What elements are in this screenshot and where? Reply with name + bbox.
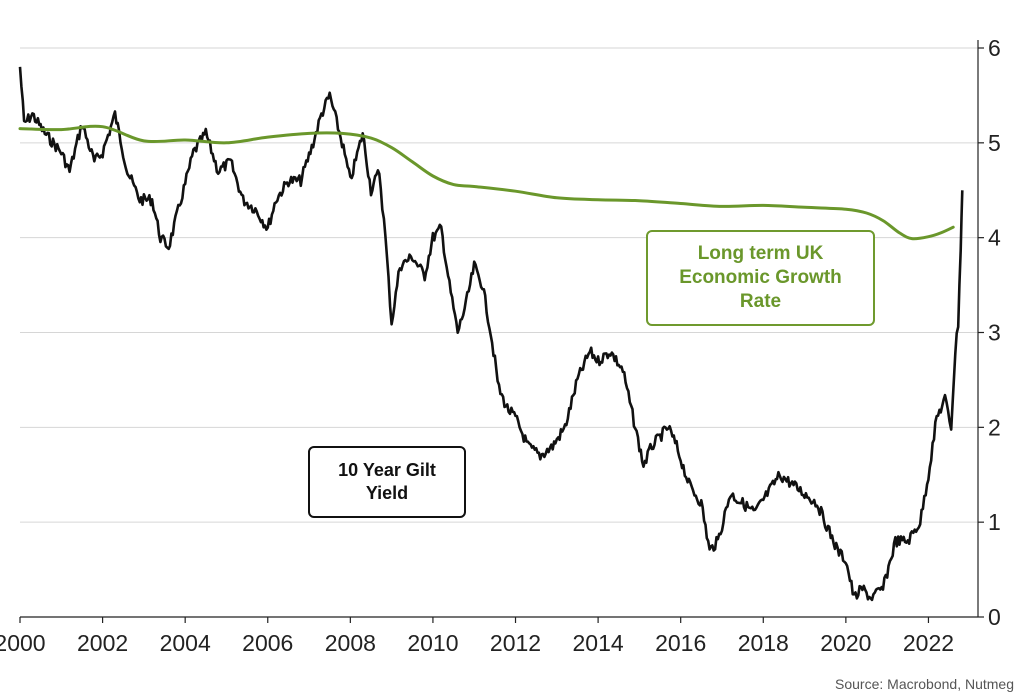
gilt-yield-line <box>18 66 964 602</box>
x-tick-label: 2002 <box>77 630 128 656</box>
x-tick-label: 2006 <box>242 630 293 656</box>
x-tick-label: 2018 <box>738 630 789 656</box>
x-tick-label: 2020 <box>820 630 871 656</box>
x-tick-label: 2014 <box>573 630 624 656</box>
x-tick-label: 2000 <box>0 630 46 656</box>
gilt-yield-label-text: 10 Year Gilt Yield <box>338 460 436 503</box>
source-note: Source: Macrobond, Nutmeg <box>835 676 1014 692</box>
y-tick-label: 3 <box>988 320 1001 346</box>
y-tick-label: 4 <box>988 225 1001 251</box>
x-tick-label: 2016 <box>655 630 706 656</box>
x-tick-label: 2008 <box>325 630 376 656</box>
growth-rate-label-text: Long term UK Economic Growth Rate <box>679 243 842 312</box>
growth-rate-label: Long term UK Economic Growth Rate <box>646 230 875 326</box>
y-axis-ticks: 0 1 2 3 4 5 6 <box>978 35 1001 630</box>
x-tick-label: 2010 <box>407 630 458 656</box>
gridlines <box>20 47 978 523</box>
gilt-yield-label: 10 Year Gilt Yield <box>308 446 466 518</box>
growth-rate-line <box>18 124 955 241</box>
y-tick-label: 2 <box>988 414 1001 440</box>
series-group <box>18 66 964 602</box>
y-tick-label: 0 <box>988 604 1001 630</box>
x-tick-label: 2012 <box>490 630 541 656</box>
y-tick-label: 6 <box>988 35 1001 61</box>
y-tick-label: 5 <box>988 130 1001 156</box>
x-tick-label: 2022 <box>903 630 954 656</box>
x-axis-ticks: 2000 2002 2004 2006 2008 2010 2012 2014 2016 2018… <box>0 617 954 656</box>
x-tick-label: 2004 <box>160 630 211 656</box>
y-tick-label: 1 <box>988 509 1001 535</box>
